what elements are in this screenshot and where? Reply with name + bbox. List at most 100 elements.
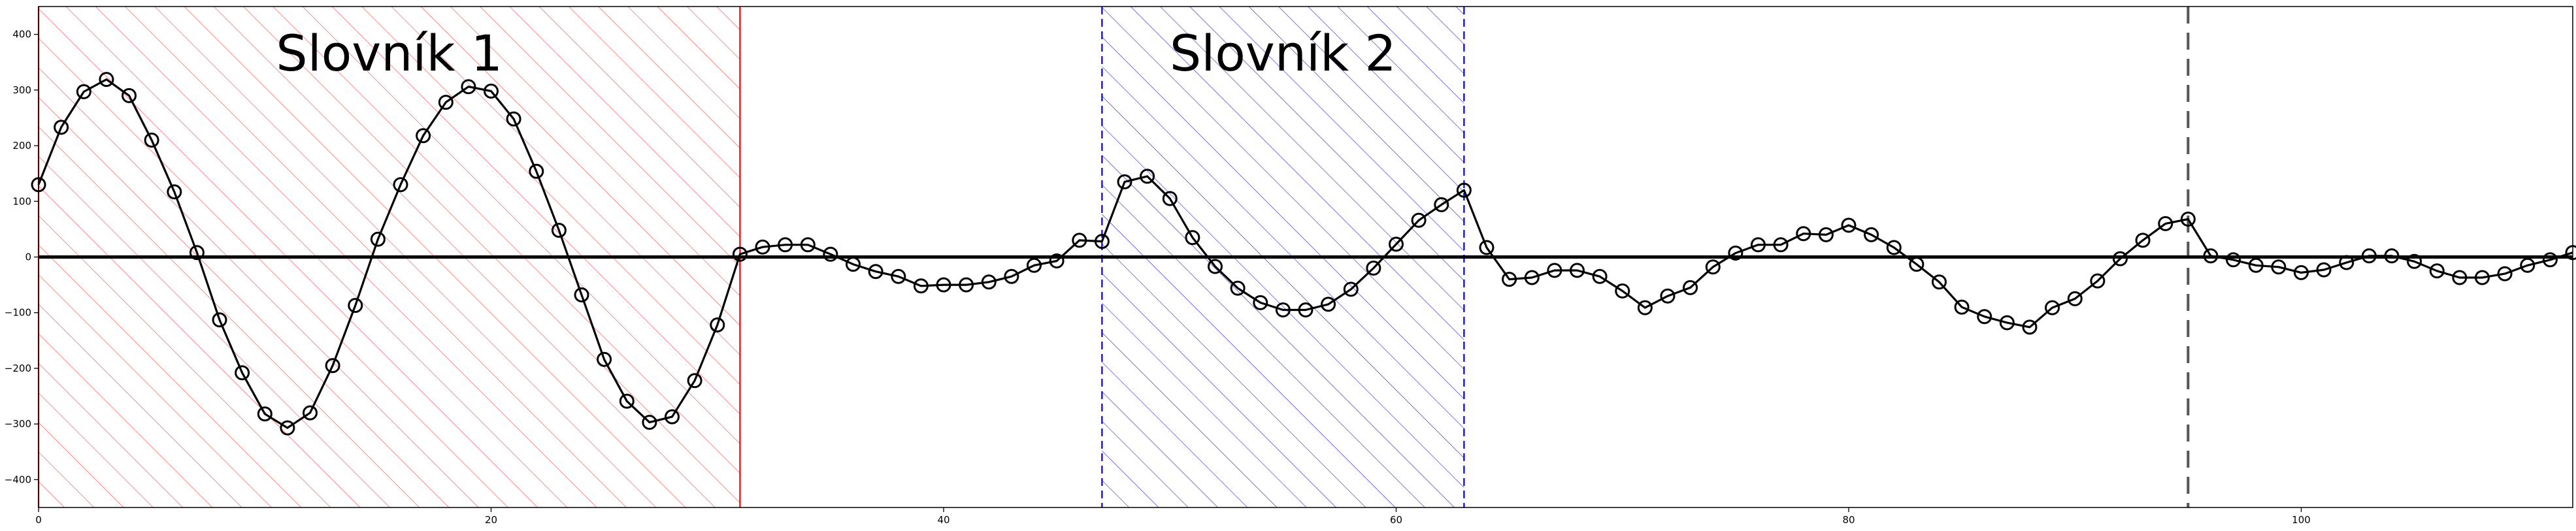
data-point <box>868 264 883 280</box>
data-point <box>1434 197 1449 212</box>
data-point <box>891 268 906 284</box>
data-point <box>506 111 521 127</box>
data-point <box>257 406 272 422</box>
data-point <box>2090 273 2105 289</box>
data-point <box>1004 268 1019 284</box>
data-point <box>1683 280 1698 295</box>
data-point <box>1954 299 1970 315</box>
data-point <box>1999 315 2015 330</box>
y-tick-label: 0 <box>25 251 31 263</box>
y-tick-label: 300 <box>12 84 31 96</box>
data-point <box>1275 302 1291 317</box>
data-point <box>2135 233 2151 248</box>
data-point <box>1162 191 1178 206</box>
y-tick-label: −100 <box>5 307 31 319</box>
data-point <box>846 257 861 272</box>
x-tick-label: 100 <box>2292 514 2311 526</box>
data-point <box>416 128 431 144</box>
data-point <box>1547 263 1562 278</box>
x-tick-label: 80 <box>1842 514 1855 526</box>
data-point <box>732 246 748 262</box>
data-point <box>1049 253 1065 268</box>
data-point <box>1185 230 1200 246</box>
data-point <box>1411 212 1427 228</box>
data-point <box>2384 248 2400 264</box>
data-point <box>303 405 318 421</box>
data-point <box>2339 255 2354 270</box>
data-point <box>2361 248 2377 264</box>
x-tick-label: 20 <box>485 514 497 526</box>
data-point <box>1298 302 1313 317</box>
data-point <box>1751 237 1766 253</box>
data-point <box>99 72 114 88</box>
data-point <box>2248 257 2264 273</box>
data-point <box>1615 283 1630 298</box>
data-point <box>348 298 363 314</box>
data-point <box>1773 237 1789 253</box>
data-point <box>687 373 702 389</box>
data-point <box>1705 259 1721 275</box>
data-point <box>2113 251 2128 266</box>
data-point <box>461 79 476 95</box>
data-point <box>393 177 408 193</box>
data-point <box>2045 300 2060 315</box>
data-point <box>1208 259 1223 274</box>
data-point <box>1072 233 1087 248</box>
y-tick-label: 100 <box>12 195 31 207</box>
data-point <box>619 393 635 409</box>
data-point <box>1253 295 1268 310</box>
axes: 0 20 40 60 80 100 −400 −300 −200 −100 0 100 200 300 40… <box>5 29 2311 526</box>
data-point <box>2294 265 2309 280</box>
data-point <box>1456 182 1472 198</box>
y-tick-label: −300 <box>5 418 31 430</box>
data-point <box>280 420 295 436</box>
data-point <box>122 88 137 103</box>
data-point <box>1909 257 1924 272</box>
data-point <box>529 163 544 179</box>
data-point <box>2226 252 2241 268</box>
data-point <box>189 245 205 261</box>
data-point <box>2271 259 2287 275</box>
data-point <box>1524 270 1540 285</box>
data-point <box>167 184 182 200</box>
data-point <box>2452 270 2468 285</box>
data-point <box>936 277 951 293</box>
data-point <box>2158 216 2173 231</box>
data-point <box>574 287 589 302</box>
data-point <box>1366 261 1381 276</box>
data-point <box>1886 240 1902 255</box>
data-point <box>1864 227 1879 242</box>
data-point <box>642 415 657 430</box>
data-point <box>2497 266 2513 282</box>
data-point <box>1592 268 1608 284</box>
x-tick-label: 60 <box>1390 514 1402 526</box>
data-point <box>1140 169 1155 184</box>
data-point <box>1117 174 1132 189</box>
data-point <box>370 231 386 247</box>
data-point <box>1818 227 1834 242</box>
data-point <box>1570 263 1585 278</box>
data-point <box>76 84 91 99</box>
series-line-1 <box>37 78 2573 429</box>
data-point <box>1660 288 1676 304</box>
data-point <box>823 246 838 262</box>
y-tick-label: 200 <box>12 140 31 152</box>
data-point <box>800 237 816 253</box>
data-point <box>2429 263 2445 279</box>
data-point <box>2407 253 2422 269</box>
data-point <box>1841 217 1857 233</box>
data-point <box>1637 300 1653 315</box>
data-point <box>2022 319 2038 335</box>
y-tick-label: −400 <box>5 474 31 485</box>
data-point <box>2203 248 2219 264</box>
data-point <box>2542 252 2558 268</box>
y-tick-label: −200 <box>5 362 31 374</box>
data-point <box>959 277 974 293</box>
data-point <box>2180 212 2196 227</box>
data-point <box>1230 280 1246 296</box>
data-point <box>1389 236 1404 252</box>
data-point <box>212 312 227 328</box>
data-point <box>1479 240 1494 255</box>
y-tick-label: 400 <box>12 29 31 40</box>
